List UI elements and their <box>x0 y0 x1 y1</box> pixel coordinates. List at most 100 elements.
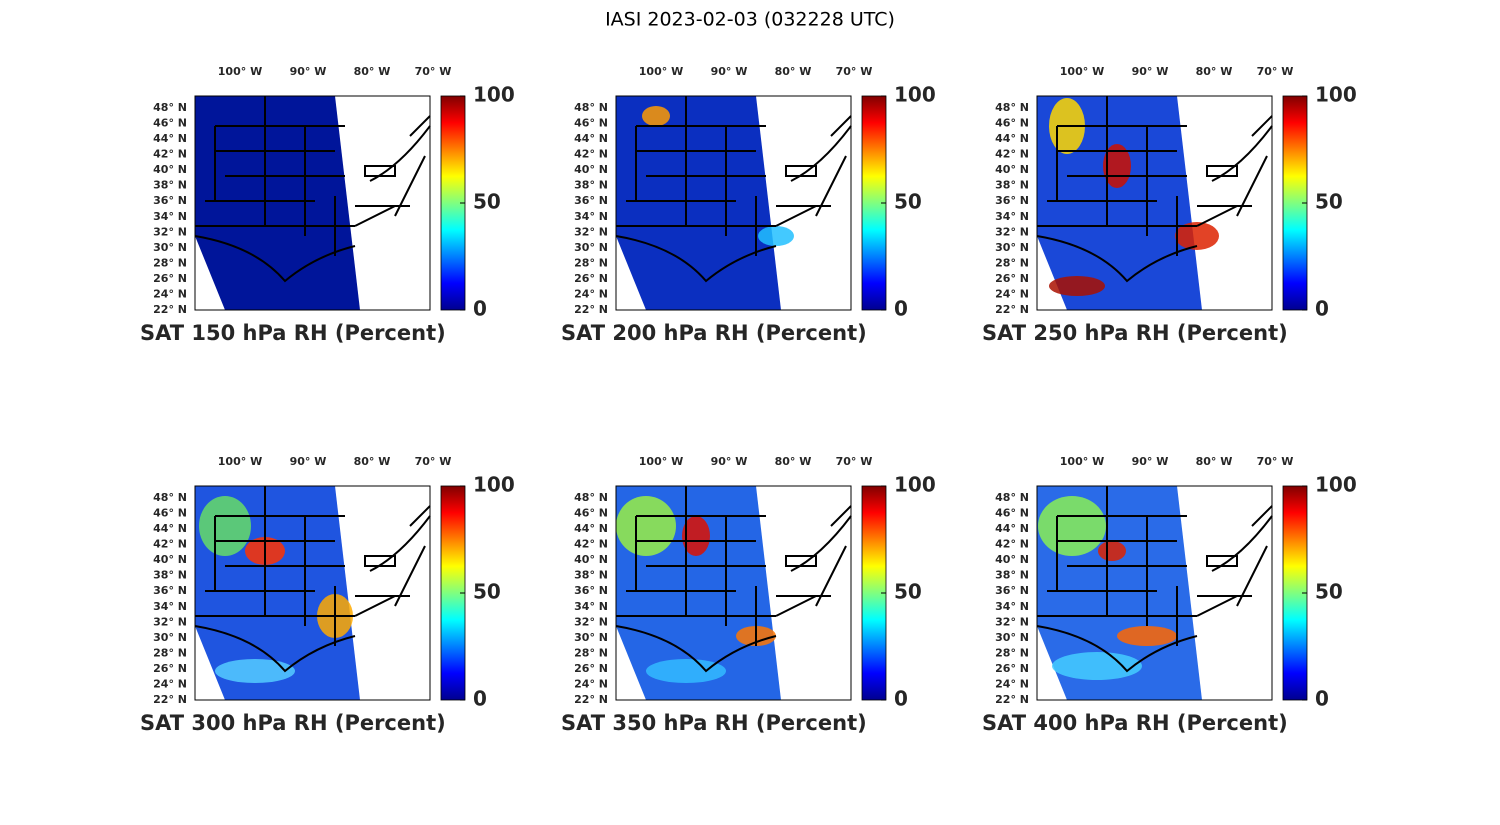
lon-tick-label: 70° W <box>1257 65 1294 78</box>
lat-tick-label: 26° N <box>153 662 187 675</box>
lat-tick-label: 26° N <box>574 662 608 675</box>
panel-label: SAT 200 hPa RH (Percent) <box>561 321 867 345</box>
rh-patch <box>1038 496 1106 556</box>
figure-title: IASI 2023-02-03 (032228 UTC) <box>605 9 895 31</box>
lat-tick-label: 48° N <box>574 491 608 504</box>
lat-tick-label: 38° N <box>995 179 1029 192</box>
lat-tick-label: 34° N <box>995 600 1029 613</box>
lat-tick-label: 36° N <box>153 194 187 207</box>
lat-tick-label: 36° N <box>995 584 1029 597</box>
colorbar-tick-label: 100 <box>894 83 936 107</box>
lat-tick-label: 28° N <box>995 256 1029 269</box>
map-frame <box>194 95 431 311</box>
rh-patch <box>1098 541 1126 561</box>
map-frame <box>1036 95 1273 311</box>
rh-patch <box>758 226 794 246</box>
colorbar-tick-label: 0 <box>1315 297 1329 321</box>
lon-tick-label: 90° W <box>1132 65 1169 78</box>
lat-tick-label: 42° N <box>574 148 608 161</box>
lat-tick-label: 32° N <box>153 615 187 628</box>
state-borders <box>615 96 852 283</box>
lat-tick-label: 44° N <box>574 132 608 145</box>
lat-tick-label: 22° N <box>153 303 187 316</box>
rh-patch <box>199 496 251 556</box>
state-borders <box>194 96 431 283</box>
lat-tick-label: 28° N <box>995 646 1029 659</box>
colorbar-tick-label: 50 <box>894 190 922 214</box>
lat-tick-label: 32° N <box>574 615 608 628</box>
lat-tick-label: 46° N <box>995 117 1029 130</box>
lat-tick-label: 28° N <box>574 256 608 269</box>
lon-tick-label: 90° W <box>1132 455 1169 468</box>
state-borders <box>1036 486 1273 673</box>
lat-tick-label: 46° N <box>995 507 1029 520</box>
colorbar-tick-label: 50 <box>1315 190 1343 214</box>
swath <box>616 96 781 310</box>
panel-label: SAT 300 hPa RH (Percent) <box>140 711 446 735</box>
lat-tick-label: 48° N <box>995 101 1029 114</box>
rh-patch <box>1117 626 1177 646</box>
map-panel <box>615 485 852 701</box>
lat-tick-label: 24° N <box>574 287 608 300</box>
lat-tick-label: 38° N <box>153 569 187 582</box>
lon-tick-label: 90° W <box>711 455 748 468</box>
lat-tick-label: 30° N <box>574 631 608 644</box>
lon-tick-label: 70° W <box>836 455 873 468</box>
lat-tick-label: 42° N <box>153 148 187 161</box>
lat-tick-label: 38° N <box>574 179 608 192</box>
lat-tick-label: 26° N <box>574 272 608 285</box>
lat-tick-label: 26° N <box>995 272 1029 285</box>
lat-tick-label: 48° N <box>153 491 187 504</box>
state-borders <box>194 486 431 673</box>
rh-patch <box>646 659 726 683</box>
lat-tick-label: 40° N <box>995 163 1029 176</box>
lat-tick-label: 46° N <box>574 117 608 130</box>
map-panel <box>194 95 431 311</box>
colorbar-tick-label: 100 <box>473 473 515 497</box>
lat-tick-label: 30° N <box>995 631 1029 644</box>
rh-patch <box>616 496 676 556</box>
map-panel <box>194 485 431 701</box>
lat-tick-label: 22° N <box>995 303 1029 316</box>
lat-tick-label: 42° N <box>574 538 608 551</box>
lat-tick-label: 46° N <box>574 507 608 520</box>
lon-tick-label: 70° W <box>415 455 452 468</box>
lat-tick-label: 32° N <box>995 615 1029 628</box>
lat-tick-label: 44° N <box>995 132 1029 145</box>
state-borders <box>1036 96 1273 283</box>
lat-tick-label: 22° N <box>153 693 187 706</box>
lat-tick-label: 28° N <box>153 256 187 269</box>
lon-tick-label: 80° W <box>1196 65 1233 78</box>
lat-tick-label: 24° N <box>153 287 187 300</box>
rh-patch <box>1049 276 1105 296</box>
rh-patch <box>682 516 710 556</box>
rh-patch <box>642 106 670 126</box>
lat-tick-label: 36° N <box>153 584 187 597</box>
lon-tick-label: 80° W <box>354 65 391 78</box>
lat-tick-label: 30° N <box>995 241 1029 254</box>
lat-tick-label: 26° N <box>153 272 187 285</box>
rh-patch <box>1052 652 1142 680</box>
swath <box>195 96 360 310</box>
panel-label: SAT 350 hPa RH (Percent) <box>561 711 867 735</box>
lat-tick-label: 34° N <box>153 210 187 223</box>
colorbar-tick-label: 50 <box>1315 580 1343 604</box>
lat-tick-label: 34° N <box>153 600 187 613</box>
lat-tick-label: 36° N <box>574 194 608 207</box>
lat-tick-label: 38° N <box>574 569 608 582</box>
map-frame <box>615 485 852 701</box>
lon-tick-label: 70° W <box>415 65 452 78</box>
lat-tick-label: 48° N <box>153 101 187 114</box>
lat-tick-label: 34° N <box>995 210 1029 223</box>
lat-tick-label: 30° N <box>574 241 608 254</box>
panel-label: SAT 250 hPa RH (Percent) <box>982 321 1288 345</box>
lon-tick-label: 80° W <box>1196 455 1233 468</box>
lat-tick-label: 44° N <box>153 522 187 535</box>
lat-tick-label: 40° N <box>574 163 608 176</box>
lat-tick-label: 42° N <box>995 538 1029 551</box>
colorbar-tick-label: 0 <box>473 297 487 321</box>
map-panel <box>1036 95 1273 311</box>
lat-tick-label: 44° N <box>995 522 1029 535</box>
colorbar-tick-label: 50 <box>894 580 922 604</box>
